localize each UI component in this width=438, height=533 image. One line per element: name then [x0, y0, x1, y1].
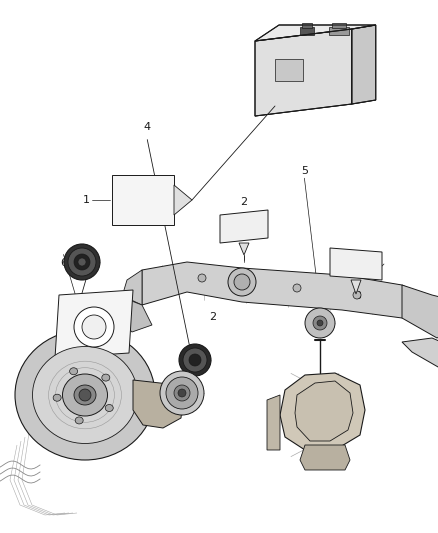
Circle shape	[198, 274, 206, 282]
Circle shape	[234, 274, 250, 290]
Text: 3: 3	[354, 291, 361, 301]
Text: 6: 6	[60, 257, 67, 268]
Circle shape	[174, 385, 190, 401]
Polygon shape	[255, 25, 376, 41]
Circle shape	[189, 354, 201, 366]
Circle shape	[78, 258, 86, 266]
Circle shape	[353, 291, 361, 299]
Circle shape	[293, 284, 301, 292]
Polygon shape	[267, 395, 280, 450]
Circle shape	[178, 389, 186, 397]
Circle shape	[228, 268, 256, 296]
Polygon shape	[220, 210, 268, 243]
Circle shape	[68, 248, 96, 276]
Circle shape	[166, 377, 198, 409]
Bar	[275, 59, 303, 81]
Polygon shape	[402, 338, 438, 388]
Ellipse shape	[75, 417, 83, 424]
Circle shape	[64, 244, 100, 280]
Polygon shape	[402, 285, 438, 338]
Polygon shape	[142, 262, 412, 318]
Circle shape	[74, 254, 90, 270]
Polygon shape	[174, 185, 192, 215]
Bar	[332, 23, 346, 28]
Text: 2: 2	[240, 197, 247, 207]
Circle shape	[183, 348, 207, 372]
Ellipse shape	[63, 374, 107, 416]
Ellipse shape	[74, 385, 96, 405]
Bar	[328, 27, 349, 35]
Circle shape	[74, 307, 114, 347]
Ellipse shape	[53, 394, 61, 401]
Polygon shape	[330, 248, 382, 280]
Text: 1: 1	[83, 195, 90, 205]
Circle shape	[317, 320, 323, 326]
Text: 2: 2	[209, 312, 216, 322]
Polygon shape	[300, 445, 350, 470]
Circle shape	[179, 344, 211, 376]
Circle shape	[79, 389, 91, 401]
Ellipse shape	[70, 368, 78, 375]
Polygon shape	[124, 270, 142, 305]
Polygon shape	[239, 243, 249, 255]
Polygon shape	[120, 298, 152, 332]
Polygon shape	[295, 381, 353, 441]
Ellipse shape	[105, 405, 113, 411]
Text: 5: 5	[301, 166, 308, 176]
Text: 4: 4	[143, 122, 150, 132]
Circle shape	[160, 371, 204, 415]
Ellipse shape	[102, 374, 110, 381]
Polygon shape	[255, 29, 352, 116]
Bar	[300, 27, 314, 35]
Ellipse shape	[15, 330, 155, 460]
Polygon shape	[352, 25, 376, 104]
Bar	[112, 175, 174, 225]
Circle shape	[305, 308, 335, 338]
Circle shape	[313, 316, 327, 330]
Polygon shape	[55, 290, 133, 358]
Bar	[302, 23, 312, 28]
Ellipse shape	[32, 346, 138, 443]
Polygon shape	[133, 380, 183, 428]
Polygon shape	[255, 100, 376, 116]
Polygon shape	[351, 280, 361, 294]
Circle shape	[82, 315, 106, 339]
Polygon shape	[280, 373, 365, 450]
